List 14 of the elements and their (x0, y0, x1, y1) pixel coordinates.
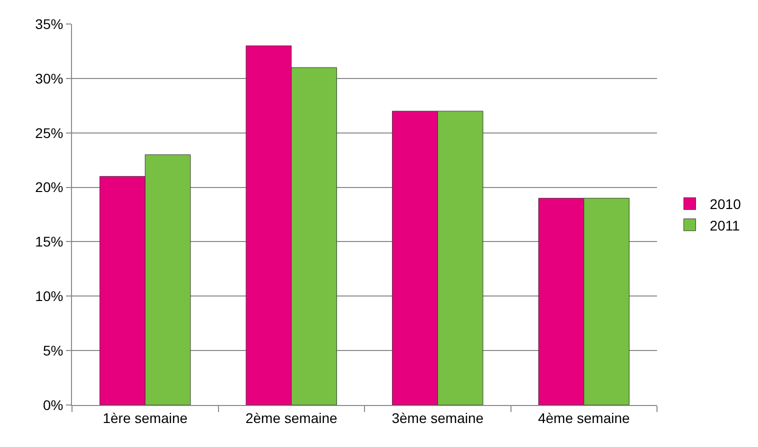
y-tick-label: 0% (42, 396, 64, 413)
x-tick-label: 1ère semaine (102, 410, 188, 426)
y-tick-label: 5% (42, 342, 64, 358)
y-tick-label: 20% (35, 179, 64, 196)
x-tick-label: 2ème semaine (245, 410, 338, 426)
legend-label: 2010 (710, 196, 742, 212)
y-tick-label: 25% (35, 124, 64, 141)
y-tick-label: 35% (35, 16, 64, 32)
legend-label: 2011 (710, 217, 740, 234)
x-tick-label: 4ème semaine (538, 410, 630, 426)
y-tick-label: 30% (35, 70, 64, 86)
x-tick-label: 3ème semaine (392, 410, 484, 426)
y-tick-label: 10% (35, 288, 64, 304)
y-tick-label: 15% (35, 234, 64, 250)
